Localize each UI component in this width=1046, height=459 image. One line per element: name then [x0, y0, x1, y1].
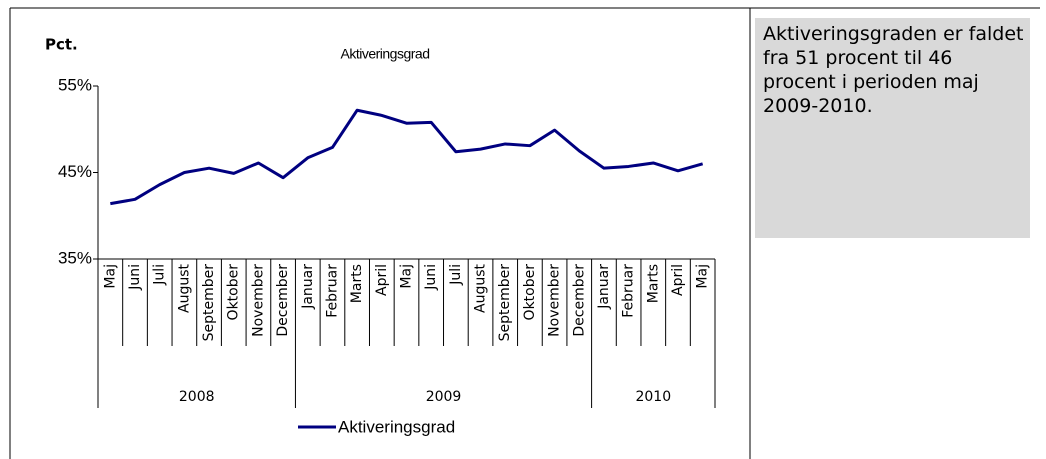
- x-tick-label: Oktober: [522, 264, 538, 321]
- x-tick-label: Januar: [300, 264, 316, 310]
- x-tick-label: Januar: [596, 264, 612, 310]
- x-tick-label: Juli: [152, 264, 168, 286]
- group-label: 2009: [426, 389, 462, 405]
- x-tick-label: Februar: [621, 264, 637, 318]
- x-tick-label: Marts: [645, 264, 661, 303]
- y-tick-label: 45%: [58, 162, 92, 181]
- x-tick-label: September: [201, 264, 217, 342]
- group-label: 2008: [179, 389, 215, 405]
- x-tick-label: August: [473, 263, 489, 313]
- x-tick-label: Marts: [349, 264, 365, 303]
- x-tick-label: Oktober: [226, 264, 242, 321]
- x-tick-label: Maj: [102, 264, 118, 289]
- x-tick-label: Februar: [324, 264, 340, 318]
- chart-title: Aktiveringsgrad: [341, 46, 430, 62]
- y-tick-label: 55%: [58, 75, 92, 94]
- x-tick-label: December: [571, 264, 587, 337]
- x-tick-label: Maj: [695, 264, 711, 289]
- x-tick-label: November: [250, 264, 266, 337]
- x-tick-label: Juli: [448, 264, 464, 286]
- x-tick-label: Juni: [423, 264, 439, 291]
- y-axis-label: Pct.: [45, 36, 78, 54]
- x-tick-label: December: [275, 264, 291, 337]
- series-line: [110, 108, 704, 206]
- x-tick-label: Maj: [399, 264, 415, 289]
- y-tick-label: 35%: [58, 248, 92, 267]
- group-label: 2010: [635, 389, 671, 405]
- legend-label: Aktiveringsgrad: [338, 417, 455, 436]
- x-tick-label: November: [547, 264, 563, 337]
- text-box: Aktiveringsgraden er faldet fra 51 proce…: [755, 18, 1030, 238]
- x-tick-label: Juni: [127, 264, 143, 291]
- x-tick-label: September: [497, 264, 513, 342]
- x-tick-label: April: [374, 264, 390, 296]
- x-tick-label: April: [670, 264, 686, 296]
- x-tick-label: August: [176, 263, 192, 313]
